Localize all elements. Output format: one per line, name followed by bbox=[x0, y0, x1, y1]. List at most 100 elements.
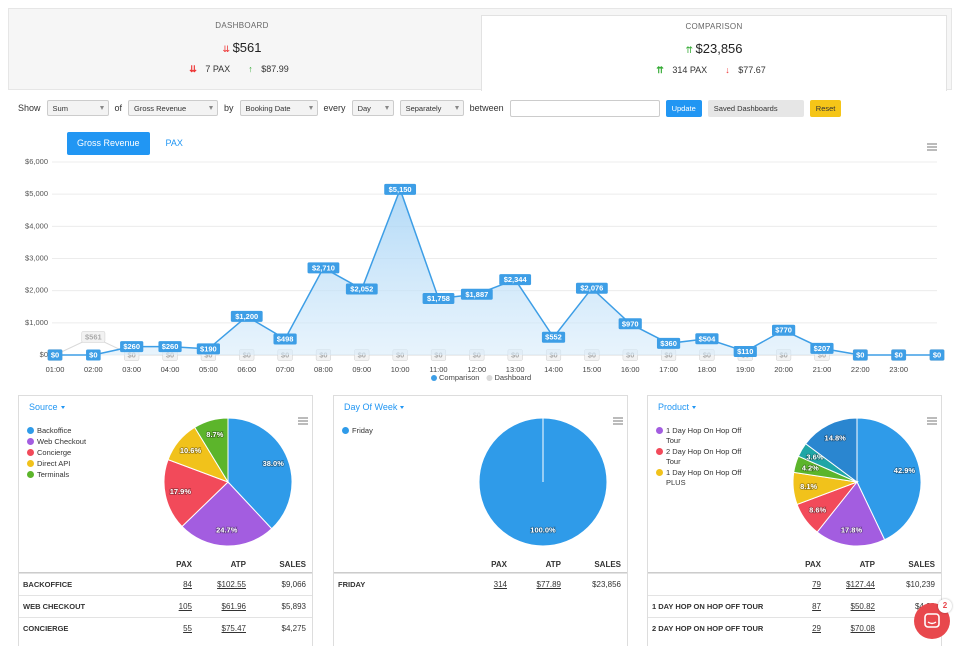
data-label: $190 bbox=[200, 344, 217, 353]
legend-item: Concierge bbox=[27, 448, 119, 458]
label-box bbox=[315, 349, 331, 361]
table-header: PAX ATP SALES bbox=[334, 556, 627, 573]
label-box bbox=[929, 349, 945, 361]
point bbox=[282, 336, 288, 342]
legend-marker bbox=[431, 375, 437, 381]
point bbox=[52, 352, 58, 358]
x-tick-label: 08:00 bbox=[314, 365, 333, 374]
label-box bbox=[196, 343, 220, 355]
table: PAX ATP SALES 79 $127.44 $10,239 1 DAY HOP ON … bbox=[648, 556, 941, 639]
point bbox=[91, 352, 96, 358]
select[interactable]: Day bbox=[351, 100, 394, 116]
label-box bbox=[852, 349, 868, 361]
x-tick-label: 11:00 bbox=[429, 365, 447, 374]
legend-marker bbox=[27, 471, 34, 478]
data-label: $5,150 bbox=[389, 185, 412, 194]
panel-title[interactable]: Product bbox=[658, 402, 696, 412]
label-box bbox=[239, 349, 255, 361]
tab-sub: ⇈ 314 PAX ↓ $77.67 bbox=[656, 65, 766, 75]
point bbox=[244, 352, 249, 358]
data-label: $2,076 bbox=[580, 284, 603, 293]
select[interactable]: Booking Date bbox=[239, 100, 318, 116]
legend-item: 2 Day Hop On Hop Off Tour bbox=[656, 447, 748, 467]
point bbox=[321, 352, 326, 358]
total: $23,856 bbox=[695, 41, 743, 56]
label-box bbox=[162, 349, 178, 361]
select[interactable]: Separately bbox=[399, 100, 464, 116]
point bbox=[129, 344, 134, 349]
chat-button[interactable] bbox=[914, 603, 950, 639]
label-box bbox=[47, 349, 63, 361]
label-box bbox=[929, 349, 945, 361]
label-box bbox=[460, 288, 493, 300]
data-label: $0 bbox=[894, 350, 902, 359]
data-label: $0 bbox=[243, 350, 251, 359]
label-box bbox=[853, 349, 868, 361]
table-cell: $127.44 bbox=[846, 580, 875, 589]
legend-marker bbox=[27, 460, 34, 467]
chat-badge: 2 bbox=[938, 599, 952, 613]
y-tick-label: $2,000 bbox=[25, 286, 48, 295]
point bbox=[206, 352, 211, 358]
point bbox=[896, 352, 901, 358]
select[interactable]: Sum bbox=[46, 100, 109, 116]
x-tick-label: 19:00 bbox=[736, 365, 755, 374]
reset-button[interactable]: Reset bbox=[809, 99, 842, 117]
chart-tabs: Gross Revenue PAX bbox=[67, 132, 183, 155]
table-cell: 87 bbox=[812, 602, 821, 611]
legend-label: 1 Day Hop On Hop Off Tour bbox=[666, 426, 742, 445]
legend-label: Friday bbox=[352, 426, 373, 435]
chart-tab[interactable]: PAX bbox=[165, 138, 183, 148]
label: Show bbox=[18, 103, 41, 113]
x-tick-label: 12:00 bbox=[467, 365, 486, 374]
data-label: $0 bbox=[319, 350, 327, 359]
label-box bbox=[81, 331, 106, 343]
label-box bbox=[47, 349, 63, 361]
panel-title[interactable]: Day Of Week bbox=[344, 402, 404, 412]
label-box bbox=[307, 262, 340, 274]
legend-label: Terminals bbox=[37, 470, 70, 479]
data-label: $0 bbox=[856, 350, 864, 359]
x-tick-label: 03:00 bbox=[122, 365, 141, 374]
chart-tab[interactable]: Gross Revenue bbox=[67, 132, 150, 155]
point bbox=[819, 346, 825, 351]
label-box bbox=[273, 333, 297, 345]
table-cell: $5,893 bbox=[281, 602, 306, 611]
tab-title: COMPARISON bbox=[685, 22, 743, 31]
label-box bbox=[354, 349, 370, 361]
legend-marker bbox=[27, 449, 34, 456]
select[interactable]: Gross Revenue bbox=[128, 100, 219, 116]
data-label: $260 bbox=[162, 342, 179, 351]
table-cell: 2 DAY HOP ON HOP OFF TOUR bbox=[652, 624, 764, 633]
point bbox=[704, 336, 710, 341]
update-button[interactable]: Update bbox=[665, 99, 702, 117]
data-label: $0 bbox=[818, 350, 826, 359]
header-cell: SALES bbox=[594, 559, 621, 569]
pie-panel: Source Backoffice Web Checkout Concierge Dir… bbox=[18, 395, 313, 646]
table-cell: 79 bbox=[812, 580, 821, 589]
label-box bbox=[891, 349, 906, 361]
comparison-tab[interactable]: COMPARISON ⇈ $23,856 ⇈ 314 PAX ↓ $77.67 bbox=[481, 15, 947, 91]
table-cell: BACKOFFICE bbox=[23, 580, 73, 589]
atp: $77.67 bbox=[738, 65, 766, 75]
dashboard-tab[interactable]: DASHBOARD ⇊ $561 ⇊ 7 PAX ↑ $87.99 bbox=[9, 15, 475, 91]
date-input[interactable] bbox=[509, 99, 660, 117]
saved-button[interactable]: Saved Dashboards bbox=[707, 99, 804, 117]
y-tick-label: $5,000 bbox=[25, 189, 48, 198]
label-box bbox=[499, 274, 532, 286]
tab-sub: ⇊ 7 PAX ↑ $87.99 bbox=[189, 64, 289, 74]
panel-title[interactable]: Source bbox=[29, 402, 65, 412]
x-tick-label: 20:00 bbox=[774, 365, 793, 374]
label-box bbox=[541, 331, 566, 343]
point bbox=[666, 341, 671, 346]
point bbox=[167, 352, 173, 358]
pax: 314 PAX bbox=[672, 65, 708, 75]
point bbox=[781, 352, 786, 358]
label-box bbox=[469, 349, 485, 361]
point bbox=[167, 344, 173, 349]
atp: $87.99 bbox=[261, 64, 289, 74]
legend-item: Friday bbox=[342, 426, 434, 436]
point bbox=[934, 352, 940, 358]
data-label: $0 bbox=[166, 350, 174, 359]
